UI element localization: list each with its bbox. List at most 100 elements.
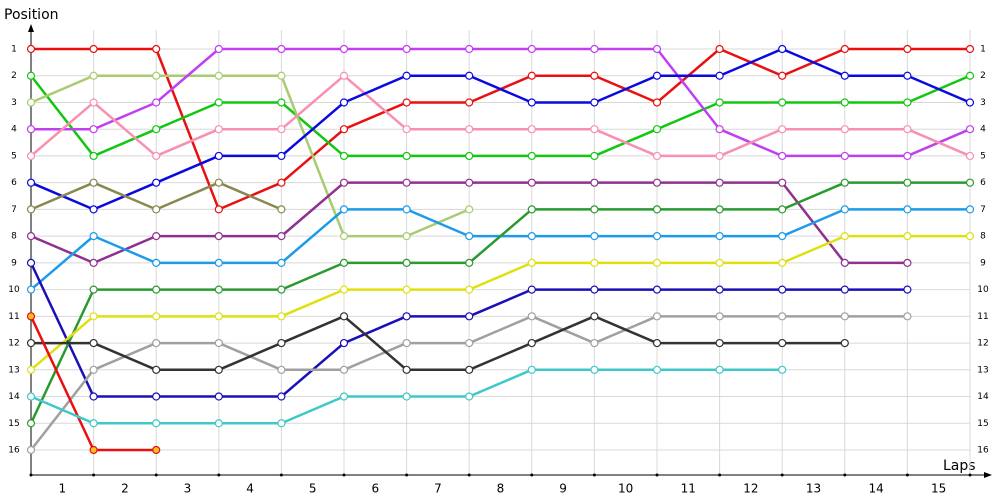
series-marker: [26, 151, 36, 161]
series-marker: [339, 125, 349, 134]
series-marker: [465, 258, 474, 267]
series-marker: [715, 365, 724, 374]
series-line: [31, 315, 845, 372]
series-marker: [89, 365, 98, 374]
series-marker: [465, 205, 474, 214]
series-marker: [652, 312, 662, 321]
series-marker: [339, 338, 349, 348]
series-marker: [465, 392, 474, 401]
series-marker: [26, 419, 36, 428]
y-tick-label: 11: [977, 312, 988, 322]
series-marker: [26, 338, 36, 348]
y-tick-label: 1: [980, 45, 986, 55]
series-marker: [339, 285, 349, 294]
series-marker: [778, 258, 787, 267]
series-marker: [715, 71, 724, 80]
series-marker: [89, 151, 98, 161]
y-tick-label: 16: [977, 446, 989, 456]
series-marker: [903, 98, 912, 107]
series-marker: [652, 232, 662, 241]
x-tick-label: 13: [806, 482, 821, 496]
series-marker: [402, 285, 411, 294]
series-marker: [965, 125, 975, 134]
series-marker: [152, 205, 161, 214]
series-marker: [840, 71, 849, 80]
series-marker: [214, 365, 223, 374]
series-marker: [840, 98, 849, 107]
series-marker: [214, 125, 223, 134]
series-line: [30, 234, 970, 371]
x-tick: [405, 473, 409, 477]
series-marker: [840, 44, 849, 54]
series-marker: [840, 125, 849, 134]
series-marker: [590, 232, 599, 241]
series-line: [30, 74, 971, 158]
series-marker: [152, 419, 161, 428]
series-marker: [152, 125, 161, 134]
series-marker: [465, 178, 474, 187]
y-tick-label: 11: [8, 312, 19, 322]
series-marker: [778, 178, 787, 187]
series-marker: [465, 285, 474, 294]
series-marker: [840, 285, 849, 294]
series-marker: [652, 178, 662, 187]
series-marker: [26, 44, 36, 54]
series-marker: [840, 338, 849, 348]
series-marker: [89, 44, 98, 54]
x-tick-label: 6: [371, 482, 379, 496]
series-marker: [652, 365, 662, 374]
series-marker: [590, 365, 599, 374]
series-marker: [26, 205, 36, 214]
series-marker: [652, 71, 662, 80]
series-marker: [152, 151, 161, 161]
series-marker: [527, 178, 536, 187]
series-marker: [277, 258, 286, 267]
series-marker: [715, 98, 724, 107]
series-line: [31, 47, 971, 158]
series-marker: [89, 445, 98, 455]
series-marker: [840, 205, 849, 214]
series-marker: [152, 232, 161, 241]
x-tick-label: 15: [931, 482, 946, 496]
series-marker: [277, 71, 286, 80]
series-marker: [590, 285, 599, 294]
series-marker: [652, 125, 662, 134]
series-marker: [214, 71, 223, 80]
series-marker: [26, 125, 36, 134]
x-tick: [342, 473, 346, 477]
series-marker: [465, 44, 474, 54]
series-marker: [214, 392, 223, 401]
series-marker: [527, 232, 536, 241]
series-marker: [152, 445, 161, 455]
series-marker: [840, 151, 849, 161]
series-marker: [778, 98, 787, 107]
series-marker: [26, 71, 36, 80]
series-marker: [89, 338, 98, 348]
series-marker: [214, 205, 223, 214]
y-tick-label: 12: [8, 339, 19, 349]
y-tick-label: 8: [11, 232, 17, 242]
series-marker: [402, 258, 411, 267]
series-marker: [214, 232, 223, 241]
series-marker: [590, 125, 599, 134]
series-marker: [277, 125, 286, 134]
series-marker: [402, 178, 411, 187]
series-marker: [277, 178, 286, 187]
series-marker: [339, 365, 349, 374]
series-marker: [778, 312, 787, 321]
series-marker: [465, 312, 474, 321]
x-tick: [968, 473, 972, 477]
series-marker: [715, 44, 724, 54]
series-marker: [652, 44, 662, 54]
x-tick-label: 12: [743, 482, 758, 496]
series-marker: [715, 338, 724, 348]
series-marker: [965, 178, 975, 187]
series-marker: [152, 178, 161, 187]
y-tick-label: 4: [980, 125, 986, 135]
series-marker: [402, 98, 411, 107]
series-line: [30, 47, 971, 211]
series-marker: [339, 232, 349, 241]
series-marker: [778, 285, 787, 294]
series-marker: [152, 71, 161, 80]
